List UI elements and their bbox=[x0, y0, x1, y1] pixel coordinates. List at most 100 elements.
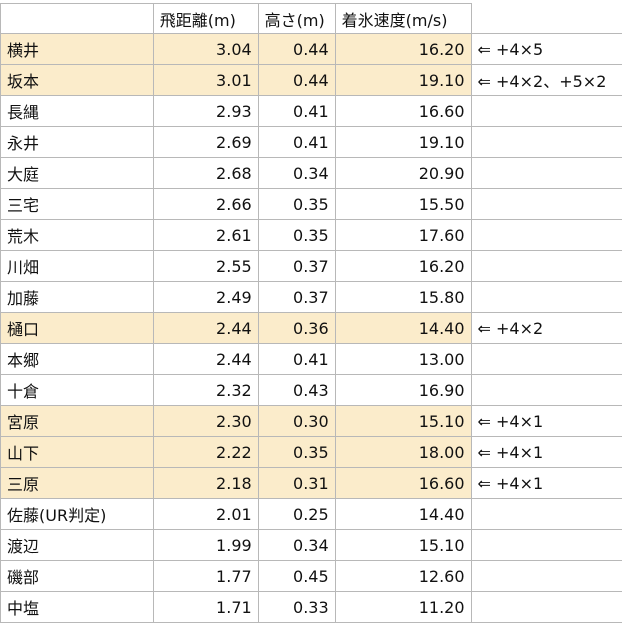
distance-cell[interactable]: 2.32 bbox=[152, 374, 259, 406]
note-cell[interactable] bbox=[470, 498, 622, 530]
name-cell[interactable]: 三宅 bbox=[0, 188, 154, 220]
name-cell[interactable]: 坂本 bbox=[0, 64, 154, 96]
name-cell[interactable]: 磯部 bbox=[0, 560, 154, 592]
speed-cell[interactable]: 15.10 bbox=[334, 529, 472, 561]
header-name-cell[interactable] bbox=[0, 3, 154, 34]
height-cell[interactable]: 0.41 bbox=[257, 126, 336, 158]
speed-cell[interactable]: 13.00 bbox=[334, 343, 472, 375]
height-cell[interactable]: 0.37 bbox=[257, 281, 336, 313]
height-cell[interactable]: 0.25 bbox=[257, 498, 336, 530]
note-cell[interactable]: ⇐ +4×2 bbox=[470, 312, 622, 344]
name-cell[interactable]: 三原 bbox=[0, 467, 154, 499]
header-height-cell[interactable]: 高さ(m) bbox=[257, 3, 336, 34]
distance-cell[interactable]: 2.61 bbox=[152, 219, 259, 251]
speed-cell[interactable]: 11.20 bbox=[334, 591, 472, 623]
distance-cell[interactable]: 1.71 bbox=[152, 591, 259, 623]
distance-cell[interactable]: 2.68 bbox=[152, 157, 259, 189]
speed-cell[interactable]: 15.80 bbox=[334, 281, 472, 313]
name-cell[interactable]: 加藤 bbox=[0, 281, 154, 313]
speed-cell[interactable]: 14.40 bbox=[334, 498, 472, 530]
note-cell[interactable] bbox=[470, 343, 622, 375]
note-cell[interactable] bbox=[470, 95, 622, 127]
name-cell[interactable]: 佐藤(UR判定) bbox=[0, 498, 154, 530]
name-cell[interactable]: 山下 bbox=[0, 436, 154, 468]
note-cell[interactable] bbox=[470, 126, 622, 158]
distance-cell[interactable]: 2.01 bbox=[152, 498, 259, 530]
name-cell[interactable]: 大庭 bbox=[0, 157, 154, 189]
header-note-cell[interactable] bbox=[470, 3, 622, 34]
note-cell[interactable]: ⇐ +4×1 bbox=[470, 436, 622, 468]
distance-cell[interactable]: 2.18 bbox=[152, 467, 259, 499]
speed-cell[interactable]: 16.60 bbox=[334, 95, 472, 127]
height-cell[interactable]: 0.44 bbox=[257, 33, 336, 65]
note-cell[interactable]: ⇐ +4×2、+5×2 bbox=[470, 64, 622, 96]
distance-cell[interactable]: 3.04 bbox=[152, 33, 259, 65]
name-cell[interactable]: 川畑 bbox=[0, 250, 154, 282]
name-cell[interactable]: 長縄 bbox=[0, 95, 154, 127]
height-cell[interactable]: 0.36 bbox=[257, 312, 336, 344]
note-cell[interactable] bbox=[470, 188, 622, 220]
note-cell[interactable] bbox=[470, 374, 622, 406]
distance-cell[interactable]: 2.44 bbox=[152, 312, 259, 344]
speed-cell[interactable]: 15.10 bbox=[334, 405, 472, 437]
speed-cell[interactable]: 15.50 bbox=[334, 188, 472, 220]
distance-cell[interactable]: 3.01 bbox=[152, 64, 259, 96]
distance-cell[interactable]: 2.55 bbox=[152, 250, 259, 282]
name-cell[interactable]: 横井 bbox=[0, 33, 154, 65]
name-cell[interactable]: 永井 bbox=[0, 126, 154, 158]
speed-cell[interactable]: 19.10 bbox=[334, 126, 472, 158]
header-speed-cell[interactable]: 着氷速度(m/s) bbox=[334, 3, 472, 34]
height-cell[interactable]: 0.30 bbox=[257, 405, 336, 437]
distance-cell[interactable]: 2.30 bbox=[152, 405, 259, 437]
speed-cell[interactable]: 19.10 bbox=[334, 64, 472, 96]
header-distance-cell[interactable]: 飛距離(m) bbox=[152, 3, 259, 34]
speed-cell[interactable]: 16.20 bbox=[334, 250, 472, 282]
height-cell[interactable]: 0.45 bbox=[257, 560, 336, 592]
speed-cell[interactable]: 16.60 bbox=[334, 467, 472, 499]
distance-cell[interactable]: 2.44 bbox=[152, 343, 259, 375]
speed-cell[interactable]: 20.90 bbox=[334, 157, 472, 189]
distance-cell[interactable]: 1.77 bbox=[152, 560, 259, 592]
distance-cell[interactable]: 2.69 bbox=[152, 126, 259, 158]
distance-cell[interactable]: 2.93 bbox=[152, 95, 259, 127]
height-cell[interactable]: 0.35 bbox=[257, 436, 336, 468]
note-cell[interactable]: ⇐ +4×1 bbox=[470, 405, 622, 437]
height-cell[interactable]: 0.34 bbox=[257, 529, 336, 561]
note-cell[interactable] bbox=[470, 560, 622, 592]
height-cell[interactable]: 0.35 bbox=[257, 219, 336, 251]
distance-cell[interactable]: 1.99 bbox=[152, 529, 259, 561]
speed-cell[interactable]: 14.40 bbox=[334, 312, 472, 344]
height-cell[interactable]: 0.37 bbox=[257, 250, 336, 282]
name-cell[interactable]: 中塩 bbox=[0, 591, 154, 623]
height-cell[interactable]: 0.33 bbox=[257, 591, 336, 623]
distance-cell[interactable]: 2.49 bbox=[152, 281, 259, 313]
name-cell[interactable]: 宮原 bbox=[0, 405, 154, 437]
speed-cell[interactable]: 16.90 bbox=[334, 374, 472, 406]
name-cell[interactable]: 本郷 bbox=[0, 343, 154, 375]
name-cell[interactable]: 渡辺 bbox=[0, 529, 154, 561]
note-cell[interactable] bbox=[470, 591, 622, 623]
speed-cell[interactable]: 18.00 bbox=[334, 436, 472, 468]
height-cell[interactable]: 0.41 bbox=[257, 343, 336, 375]
height-cell[interactable]: 0.31 bbox=[257, 467, 336, 499]
name-cell[interactable]: 樋口 bbox=[0, 312, 154, 344]
height-cell[interactable]: 0.43 bbox=[257, 374, 336, 406]
height-cell[interactable]: 0.35 bbox=[257, 188, 336, 220]
speed-cell[interactable]: 16.20 bbox=[334, 33, 472, 65]
note-cell[interactable] bbox=[470, 157, 622, 189]
height-cell[interactable]: 0.44 bbox=[257, 64, 336, 96]
name-cell[interactable]: 十倉 bbox=[0, 374, 154, 406]
distance-cell[interactable]: 2.22 bbox=[152, 436, 259, 468]
note-cell[interactable]: ⇐ +4×1 bbox=[470, 467, 622, 499]
distance-cell[interactable]: 2.66 bbox=[152, 188, 259, 220]
height-cell[interactable]: 0.34 bbox=[257, 157, 336, 189]
speed-cell[interactable]: 17.60 bbox=[334, 219, 472, 251]
name-cell[interactable]: 荒木 bbox=[0, 219, 154, 251]
note-cell[interactable]: ⇐ +4×5 bbox=[470, 33, 622, 65]
note-cell[interactable] bbox=[470, 281, 622, 313]
height-cell[interactable]: 0.41 bbox=[257, 95, 336, 127]
note-cell[interactable] bbox=[470, 529, 622, 561]
speed-cell[interactable]: 12.60 bbox=[334, 560, 472, 592]
note-cell[interactable] bbox=[470, 250, 622, 282]
note-cell[interactable] bbox=[470, 219, 622, 251]
